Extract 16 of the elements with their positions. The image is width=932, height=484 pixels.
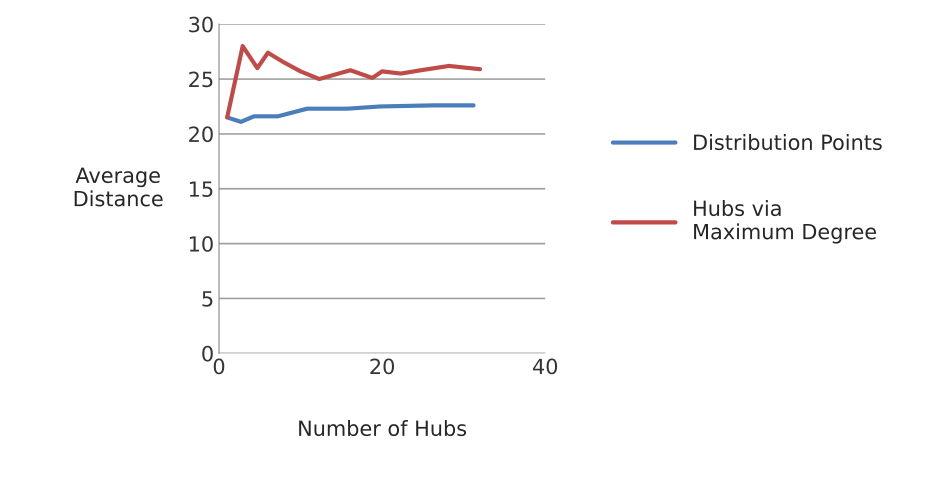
y-tick-label: 20 [189,126,213,142]
x-tick-label: 40 [532,358,558,374]
x-tick-label: 20 [370,358,394,374]
y-tick-label: 0 [202,346,213,362]
legend-label: Hubs via Maximum Degree [694,200,876,244]
line-series [225,44,482,120]
y-tick-label: 15 [190,181,212,197]
legend-label: Distribution Points [694,134,882,150]
line-series [225,103,476,124]
x-axis-title: Number of Hubs [299,420,466,436]
y-tick-label: 5 [202,291,212,307]
y-axis-title: Average Distance [74,168,163,206]
y-tick-label: 30 [189,16,213,32]
y-tick-label: 10 [190,236,213,252]
y-tick-label: 25 [189,72,212,88]
x-tick-label: 0 [214,358,224,374]
